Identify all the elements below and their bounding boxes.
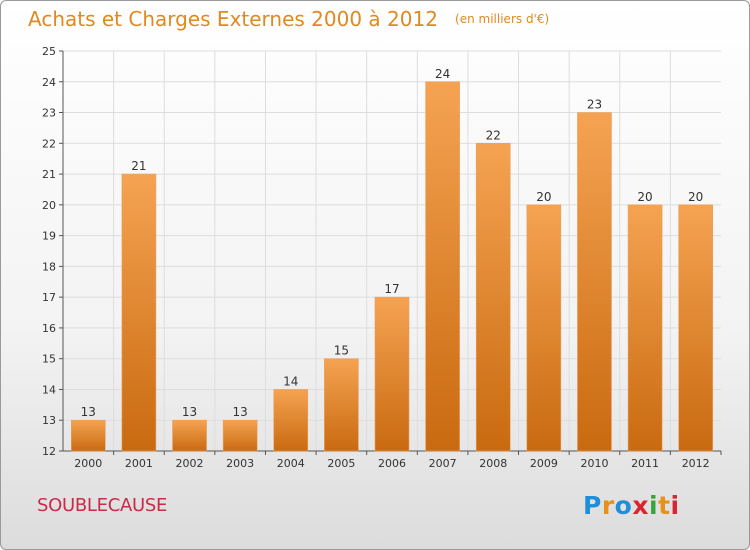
bar	[577, 112, 612, 452]
bar-value-label: 20	[536, 190, 551, 204]
y-tick-label: 21	[42, 168, 56, 181]
y-tick-label: 19	[42, 230, 56, 243]
logo-letter: t	[658, 491, 671, 520]
x-tick-label: 2006	[378, 457, 406, 470]
logo-letter: r	[601, 491, 615, 520]
bar	[526, 204, 562, 452]
bar-value-label: 20	[688, 190, 703, 204]
title-row: Achats et Charges Externes 2000 à 2012 (…	[28, 7, 549, 31]
bar-value-label: 15	[334, 344, 349, 358]
bar	[71, 419, 106, 452]
x-tick-label: 2012	[682, 457, 710, 470]
y-tick-label: 12	[42, 445, 56, 458]
commune-name: SOUBLECAUSE	[37, 495, 168, 516]
x-tick-label: 2005	[327, 457, 355, 470]
bar-value-label: 13	[182, 405, 197, 419]
x-tick-label: 2010	[580, 457, 608, 470]
x-tick-label: 2001	[125, 457, 153, 470]
bar	[374, 296, 410, 452]
bar	[475, 143, 511, 452]
bar-value-label: 17	[384, 282, 399, 296]
y-tick-label: 14	[42, 383, 56, 396]
logo-letter: x	[632, 491, 649, 520]
bar-value-label: 21	[131, 159, 146, 173]
bar-value-label: 24	[435, 67, 450, 81]
x-tick-label: 2002	[176, 457, 204, 470]
bar	[222, 419, 258, 452]
bar-value-label: 20	[637, 190, 652, 204]
chart-title: Achats et Charges Externes 2000 à 2012	[28, 7, 438, 31]
y-tick-label: 17	[42, 291, 56, 304]
bar-value-label: 23	[587, 98, 602, 112]
bar	[678, 204, 713, 452]
x-tick-label: 2000	[74, 457, 102, 470]
x-tick-label: 2008	[479, 457, 507, 470]
x-tick-label: 2004	[277, 457, 305, 470]
bar-value-label: 13	[81, 405, 96, 419]
bar	[324, 358, 359, 452]
x-tick-label: 2009	[530, 457, 558, 470]
y-tick-label: 23	[42, 107, 56, 120]
y-tick-label: 15	[42, 353, 56, 366]
y-tick-label: 16	[42, 322, 56, 335]
labels: 12 13 14 15 16 17 18 19 20 21 22 23 24 25 13 2000 21 2001…	[42, 45, 710, 470]
proxiti-logo[interactable]: Proxiti	[583, 491, 680, 520]
bar-value-label: 13	[233, 405, 248, 419]
y-tick-label: 18	[42, 260, 56, 273]
logo-letter: i	[670, 491, 680, 520]
y-tick-label: 20	[42, 199, 56, 212]
bars	[71, 81, 713, 452]
x-tick-label: 2011	[631, 457, 659, 470]
bar	[121, 173, 157, 452]
logo-letter: o	[614, 491, 633, 520]
bar	[425, 81, 460, 452]
y-tick-label: 24	[42, 76, 56, 89]
chart-unit: (en milliers d'€)	[455, 12, 550, 26]
bar-value-label: 14	[283, 374, 298, 388]
x-tick-label: 2007	[429, 457, 457, 470]
y-tick-label: 22	[42, 137, 56, 150]
y-tick-label: 13	[42, 414, 56, 427]
y-tick-label: 25	[42, 45, 56, 58]
logo-letter: i	[649, 491, 659, 520]
bar	[172, 419, 207, 452]
logo-letter: P	[583, 491, 602, 520]
bar	[273, 389, 309, 452]
bar-value-label: 22	[486, 128, 501, 142]
bar	[627, 204, 663, 452]
x-tick-label: 2003	[226, 457, 254, 470]
